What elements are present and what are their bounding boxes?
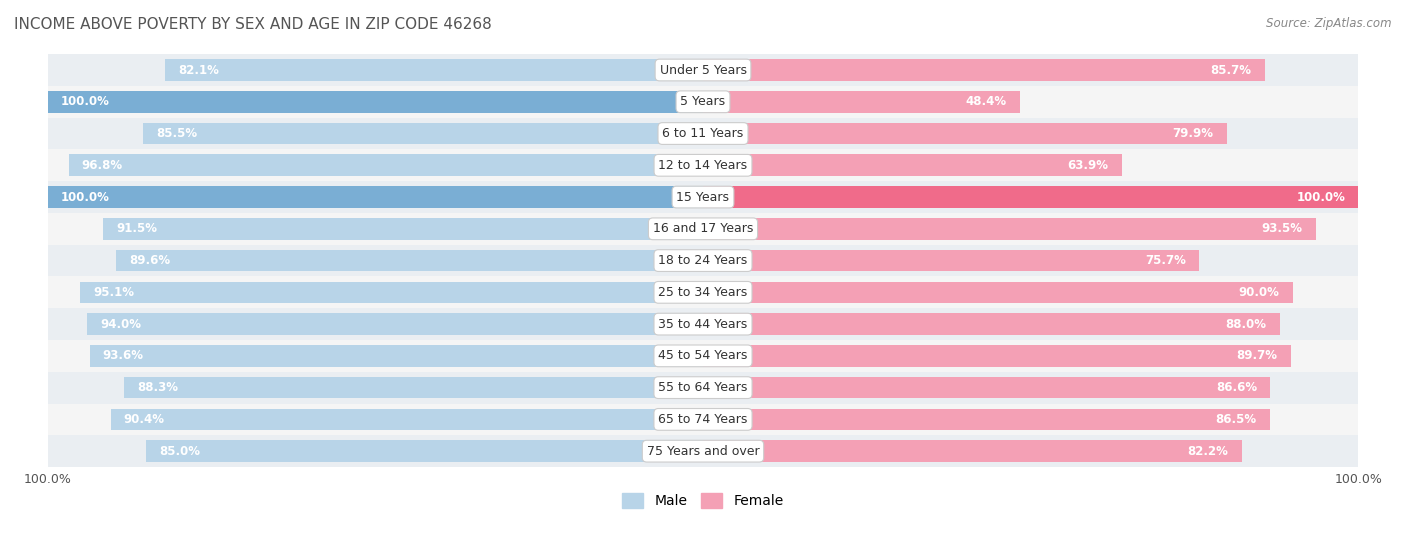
Bar: [48, 308, 1358, 340]
Text: 18 to 24 Years: 18 to 24 Years: [658, 254, 748, 267]
Text: 79.9%: 79.9%: [1173, 127, 1213, 140]
Text: 5 Years: 5 Years: [681, 95, 725, 108]
Text: 86.5%: 86.5%: [1216, 413, 1257, 426]
Text: 90.0%: 90.0%: [1239, 286, 1279, 299]
Text: 88.3%: 88.3%: [138, 381, 179, 394]
Bar: [48, 435, 1358, 467]
Bar: [48, 181, 1358, 213]
Text: 65 to 74 Years: 65 to 74 Years: [658, 413, 748, 426]
Text: 90.4%: 90.4%: [124, 413, 165, 426]
Bar: [703, 282, 1292, 303]
Bar: [48, 340, 1358, 372]
Bar: [703, 123, 1226, 144]
Text: 35 to 44 Years: 35 to 44 Years: [658, 318, 748, 330]
Text: 6 to 11 Years: 6 to 11 Years: [662, 127, 744, 140]
Text: 25 to 34 Years: 25 to 34 Years: [658, 286, 748, 299]
Bar: [69, 154, 703, 176]
Text: 63.9%: 63.9%: [1067, 159, 1108, 172]
Text: 55 to 64 Years: 55 to 64 Years: [658, 381, 748, 394]
Bar: [48, 404, 1358, 435]
Text: Source: ZipAtlas.com: Source: ZipAtlas.com: [1267, 17, 1392, 30]
Bar: [703, 313, 1279, 335]
Bar: [48, 213, 1358, 245]
Legend: Male, Female: Male, Female: [617, 488, 789, 514]
Text: 86.6%: 86.6%: [1216, 381, 1257, 394]
Text: 88.0%: 88.0%: [1226, 318, 1267, 330]
Bar: [146, 440, 703, 462]
Bar: [90, 345, 703, 367]
Bar: [48, 372, 1358, 404]
Text: 85.7%: 85.7%: [1211, 64, 1251, 77]
Bar: [48, 245, 1358, 277]
Text: 94.0%: 94.0%: [100, 318, 141, 330]
Text: 15 Years: 15 Years: [676, 191, 730, 203]
Text: 95.1%: 95.1%: [93, 286, 134, 299]
Text: 82.1%: 82.1%: [179, 64, 219, 77]
Text: 93.6%: 93.6%: [103, 349, 143, 362]
Bar: [87, 313, 703, 335]
Text: 16 and 17 Years: 16 and 17 Years: [652, 222, 754, 235]
Bar: [703, 409, 1270, 430]
Bar: [48, 186, 703, 208]
Text: 75.7%: 75.7%: [1144, 254, 1185, 267]
Text: 48.4%: 48.4%: [966, 95, 1007, 108]
Bar: [703, 440, 1241, 462]
Bar: [703, 377, 1271, 399]
Bar: [143, 123, 703, 144]
Bar: [703, 154, 1122, 176]
Text: Under 5 Years: Under 5 Years: [659, 64, 747, 77]
Bar: [48, 91, 703, 112]
Bar: [104, 218, 703, 240]
Bar: [703, 218, 1316, 240]
Bar: [48, 86, 1358, 117]
Bar: [703, 91, 1021, 112]
Text: 96.8%: 96.8%: [82, 159, 122, 172]
Text: 89.6%: 89.6%: [129, 254, 170, 267]
Bar: [703, 186, 1358, 208]
Bar: [124, 377, 703, 399]
Text: 82.2%: 82.2%: [1188, 444, 1229, 458]
Bar: [48, 277, 1358, 308]
Text: 75 Years and over: 75 Years and over: [647, 444, 759, 458]
Bar: [703, 59, 1264, 81]
Bar: [48, 149, 1358, 181]
Text: INCOME ABOVE POVERTY BY SEX AND AGE IN ZIP CODE 46268: INCOME ABOVE POVERTY BY SEX AND AGE IN Z…: [14, 17, 492, 32]
Text: 100.0%: 100.0%: [60, 95, 110, 108]
Bar: [111, 409, 703, 430]
Text: 12 to 14 Years: 12 to 14 Years: [658, 159, 748, 172]
Bar: [115, 250, 703, 271]
Text: 85.5%: 85.5%: [156, 127, 197, 140]
Bar: [48, 117, 1358, 149]
Bar: [703, 345, 1291, 367]
Bar: [48, 54, 1358, 86]
Text: 100.0%: 100.0%: [1296, 191, 1346, 203]
Text: 89.7%: 89.7%: [1237, 349, 1278, 362]
Bar: [165, 59, 703, 81]
Bar: [703, 250, 1199, 271]
Text: 93.5%: 93.5%: [1261, 222, 1302, 235]
Text: 45 to 54 Years: 45 to 54 Years: [658, 349, 748, 362]
Bar: [80, 282, 703, 303]
Text: 91.5%: 91.5%: [117, 222, 157, 235]
Text: 85.0%: 85.0%: [159, 444, 200, 458]
Text: 100.0%: 100.0%: [60, 191, 110, 203]
